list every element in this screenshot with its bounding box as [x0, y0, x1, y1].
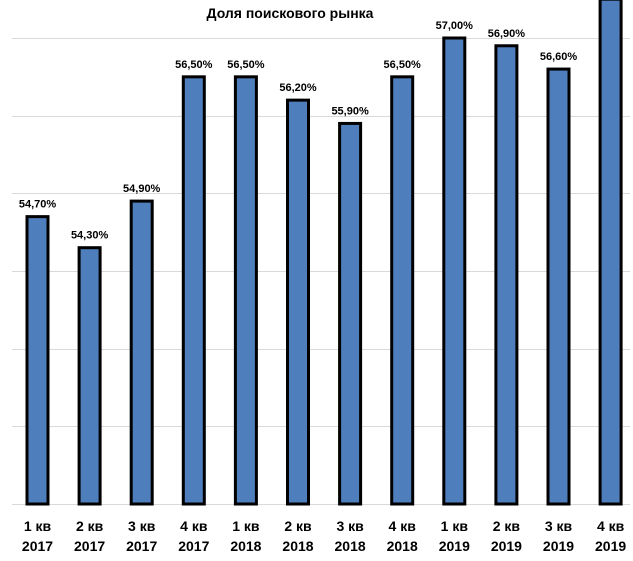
bar: [181, 75, 206, 506]
bar: [25, 215, 50, 506]
x-tick-label-year: 2019: [595, 538, 626, 554]
x-tick-label-quarter: 4 кв: [180, 518, 208, 534]
x-tick-label-year: 2018: [387, 538, 418, 554]
x-tick-label-year: 2018: [282, 538, 313, 554]
data-label: 54,90%: [123, 183, 161, 195]
x-tick-label-quarter: 1 кв: [24, 518, 52, 534]
bar: [129, 199, 154, 506]
bar: [286, 98, 310, 506]
bar-layer: [25, 0, 623, 506]
chart-title: Доля поискового рынка: [206, 5, 374, 21]
x-tick-label-quarter: 2 кв: [493, 518, 521, 534]
x-tick-label-year: 2018: [335, 538, 366, 554]
bar: [338, 121, 363, 506]
bar: [442, 36, 467, 506]
bar: [233, 75, 258, 506]
x-tick-label-quarter: 2 кв: [76, 518, 104, 534]
x-tick-label-quarter: 4 кв: [597, 518, 625, 534]
data-label: 56,50%: [175, 59, 213, 71]
x-tick-label-quarter: 3 кв: [128, 518, 156, 534]
tick-layer: 1 кв 2017 2 кв 2017 3 кв 2017 4 кв 2017 1 кв 2018…: [22, 518, 626, 554]
data-label: 56,50%: [227, 59, 265, 71]
x-tick-label-quarter: 3 кв: [336, 518, 364, 534]
bar: [546, 67, 571, 506]
data-label: 55,90%: [331, 105, 369, 117]
bar: [77, 246, 102, 506]
x-tick-label-year: 2017: [126, 538, 157, 554]
x-tick-label-year: 2019: [491, 538, 522, 554]
x-tick-label-year: 2018: [230, 538, 261, 554]
data-label: 56,20%: [279, 82, 317, 94]
x-tick-label-year: 2017: [74, 538, 105, 554]
x-tick-label-quarter: 3 кв: [545, 518, 573, 534]
bar: [494, 44, 519, 506]
x-tick-label-year: 2019: [439, 538, 470, 554]
x-tick-label-year: 2019: [543, 538, 574, 554]
data-label: 54,30%: [71, 230, 109, 242]
x-tick-label-year: 2017: [22, 538, 53, 554]
bar: [598, 0, 623, 506]
label-layer: 54,70% 54,30% 54,90% 56,50% 56,50% 56,20% 55,9…: [19, 20, 578, 242]
grid-layer: [12, 38, 630, 505]
x-tick-label-quarter: 4 кв: [389, 518, 417, 534]
data-label: 56,50%: [384, 59, 422, 71]
data-label: 56,60%: [540, 51, 578, 63]
x-tick-label-year: 2017: [178, 538, 209, 554]
x-tick-label-quarter: 2 кв: [284, 518, 312, 534]
x-tick-label-quarter: 1 кв: [232, 518, 260, 534]
bar: [390, 75, 415, 506]
data-label: 57,00%: [436, 20, 474, 32]
x-tick-label-quarter: 1 кв: [441, 518, 469, 534]
data-label: 54,70%: [19, 199, 57, 211]
data-label: 56,90%: [488, 28, 526, 40]
